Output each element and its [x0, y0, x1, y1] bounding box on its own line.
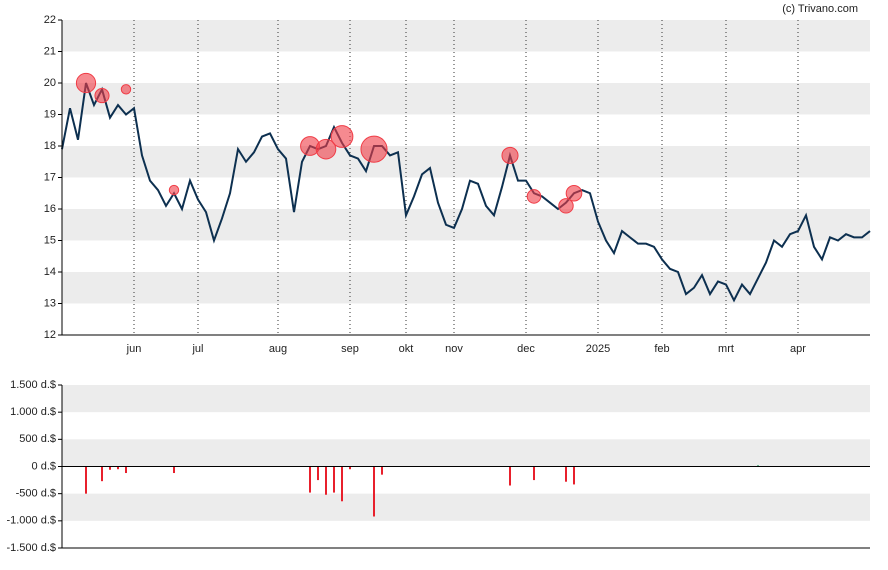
y-tick-label: 16	[44, 203, 56, 215]
bar	[101, 466, 103, 482]
bar	[173, 466, 175, 474]
y-tick-label: -1.000 d.$	[6, 515, 56, 527]
trade-bubble	[315, 138, 337, 160]
bar	[309, 466, 311, 493]
y-tick-label: 1.000 d.$	[10, 406, 56, 418]
y-tick-label: 15	[44, 234, 56, 246]
y-tick-label: 13	[44, 297, 56, 309]
bar	[333, 466, 335, 493]
grid-band	[62, 146, 870, 178]
y-tick-label: 500 d.$	[19, 433, 56, 445]
x-tick-label: nov	[445, 343, 463, 355]
bar	[573, 466, 575, 485]
bar	[117, 466, 119, 470]
bar	[341, 466, 343, 502]
trade-bubble	[75, 72, 97, 94]
trade-bubble	[526, 189, 542, 204]
y-tick-label: 1.500 d.$	[10, 379, 56, 391]
bar	[125, 466, 127, 474]
bar	[565, 466, 567, 482]
y-tick-label: -500 d.$	[16, 488, 56, 500]
bar	[325, 466, 327, 495]
grid-band	[62, 493, 870, 521]
price-line	[61, 82, 871, 303]
grid-band	[62, 209, 870, 241]
y-tick-label: 21	[44, 45, 56, 57]
grid-band	[62, 272, 870, 304]
trade-bubble	[94, 88, 110, 104]
bar	[533, 466, 535, 481]
bar	[109, 466, 111, 470]
y-tick-label: 17	[44, 171, 56, 183]
x-tick-label: okt	[399, 343, 414, 355]
trade-bubble	[168, 184, 180, 196]
grid-band	[62, 20, 870, 52]
watermark: (c) Trivano.com	[782, 3, 858, 15]
x-tick-label: dec	[517, 343, 535, 355]
y-tick-label: 19	[44, 108, 56, 120]
trade-bubble	[501, 146, 519, 164]
y-tick-label: 18	[44, 140, 56, 152]
trade-bubble	[565, 184, 583, 202]
bar	[381, 466, 383, 475]
trade-bubble	[330, 125, 354, 148]
x-tick-label: 2025	[586, 343, 610, 355]
y-tick-label: 22	[44, 14, 56, 26]
trade-bubble	[558, 198, 574, 214]
bar	[757, 465, 759, 467]
bar	[373, 466, 375, 517]
grid-band	[62, 83, 870, 115]
trade-bubble	[360, 135, 388, 163]
bar	[85, 466, 87, 494]
x-tick-label: sep	[341, 343, 359, 355]
y-tick-label: 0 d.$	[32, 460, 56, 472]
y-tick-label: 14	[44, 266, 56, 278]
x-tick-label: jun	[126, 343, 142, 355]
y-tick-label: -1.500 d.$	[6, 542, 56, 554]
y-tick-label: 12	[44, 329, 56, 341]
x-tick-label: mrt	[718, 343, 734, 355]
bar	[349, 466, 351, 470]
y-tick-label: 20	[44, 77, 56, 89]
x-tick-label: apr	[790, 343, 806, 355]
trade-bubble	[120, 84, 132, 95]
x-tick-label: aug	[269, 343, 287, 355]
grid-band	[62, 439, 870, 467]
bar	[509, 466, 511, 486]
x-tick-label: jul	[191, 343, 203, 355]
grid-band	[62, 385, 870, 413]
x-tick-label: feb	[654, 343, 669, 355]
bar	[317, 466, 319, 481]
